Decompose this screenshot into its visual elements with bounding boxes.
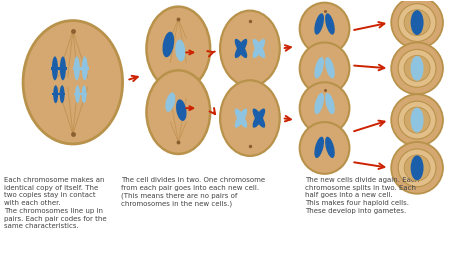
- Ellipse shape: [391, 43, 443, 94]
- Ellipse shape: [325, 57, 335, 78]
- Ellipse shape: [146, 70, 210, 154]
- Ellipse shape: [220, 11, 280, 86]
- Ellipse shape: [325, 93, 335, 114]
- Ellipse shape: [52, 56, 58, 80]
- Ellipse shape: [410, 155, 424, 180]
- Ellipse shape: [253, 39, 265, 58]
- Ellipse shape: [74, 56, 80, 80]
- Ellipse shape: [23, 21, 123, 144]
- Ellipse shape: [163, 32, 174, 57]
- Ellipse shape: [398, 4, 436, 41]
- Ellipse shape: [404, 55, 430, 81]
- Ellipse shape: [175, 39, 185, 61]
- Ellipse shape: [235, 39, 247, 58]
- Bar: [53, 93, 65, 95]
- Ellipse shape: [391, 94, 443, 146]
- Ellipse shape: [325, 137, 335, 158]
- Ellipse shape: [391, 0, 443, 48]
- Ellipse shape: [410, 108, 424, 133]
- Bar: [51, 67, 67, 70]
- Ellipse shape: [404, 10, 430, 36]
- Ellipse shape: [60, 85, 64, 103]
- Ellipse shape: [253, 108, 265, 128]
- Ellipse shape: [75, 85, 80, 103]
- Ellipse shape: [398, 101, 436, 139]
- Ellipse shape: [398, 49, 436, 87]
- Ellipse shape: [82, 56, 88, 80]
- Ellipse shape: [220, 80, 280, 156]
- Ellipse shape: [60, 56, 66, 80]
- Ellipse shape: [235, 108, 247, 128]
- Ellipse shape: [314, 13, 324, 35]
- Bar: [73, 67, 89, 70]
- Ellipse shape: [253, 108, 265, 128]
- Ellipse shape: [398, 149, 436, 187]
- Ellipse shape: [300, 3, 349, 54]
- Ellipse shape: [314, 93, 324, 114]
- Ellipse shape: [53, 85, 58, 103]
- Text: Each chromosome makes an
identical copy of itself. The
two copies stay in contac: Each chromosome makes an identical copy …: [4, 177, 107, 229]
- Bar: [74, 93, 87, 95]
- Ellipse shape: [253, 39, 265, 58]
- Ellipse shape: [235, 39, 247, 58]
- Ellipse shape: [410, 10, 424, 35]
- Ellipse shape: [300, 43, 349, 94]
- Ellipse shape: [300, 122, 349, 174]
- Ellipse shape: [165, 93, 175, 112]
- Ellipse shape: [146, 7, 210, 90]
- Ellipse shape: [235, 108, 247, 128]
- Ellipse shape: [82, 85, 86, 103]
- Ellipse shape: [325, 13, 335, 35]
- Ellipse shape: [404, 107, 430, 133]
- Text: The new cells divide again. Each
chromosome splits in two. Each
half goes into a: The new cells divide again. Each chromos…: [305, 177, 419, 214]
- Ellipse shape: [314, 57, 324, 78]
- Ellipse shape: [300, 82, 349, 134]
- Ellipse shape: [410, 56, 424, 81]
- Ellipse shape: [314, 137, 324, 158]
- Ellipse shape: [404, 155, 430, 181]
- Ellipse shape: [176, 99, 187, 121]
- Text: The cell divides in two. One chromosome
from each pair goes into each new cell.
: The cell divides in two. One chromosome …: [120, 177, 264, 207]
- Ellipse shape: [391, 142, 443, 194]
